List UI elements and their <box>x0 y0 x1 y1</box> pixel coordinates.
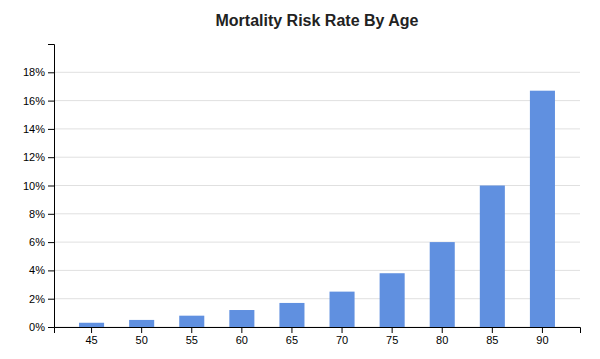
bar <box>229 310 254 327</box>
chart-svg: 0% 2% 4% 6% 8% 10% 12% 14% 16% 18% 45 50 55 60 65 70 75 8… <box>0 0 600 359</box>
x-tick: 90 <box>536 327 548 346</box>
x-tick: 85 <box>486 327 498 346</box>
bar <box>530 91 555 327</box>
grid-line <box>54 72 580 73</box>
tick-mark <box>442 327 443 333</box>
y-tick: 0% <box>29 321 54 333</box>
axis-line <box>55 328 581 334</box>
tick-mark <box>48 327 54 328</box>
y-tick: 2% <box>29 293 54 305</box>
y-tick: 12% <box>23 151 54 163</box>
tick-label: 55 <box>186 334 198 346</box>
bar <box>279 303 304 327</box>
tick-label: 50 <box>136 334 148 346</box>
tick-mark <box>48 242 54 243</box>
tick-label: 2% <box>29 293 45 305</box>
tick-label: 90 <box>536 334 548 346</box>
x-tick: 65 <box>286 327 298 346</box>
tick-label: 18% <box>23 66 45 78</box>
y-tick: 10% <box>23 180 54 192</box>
tick-mark <box>91 327 92 333</box>
y-tick: 8% <box>29 208 54 220</box>
bar <box>179 316 204 327</box>
y-tick: 16% <box>23 95 54 107</box>
grid-line <box>54 100 580 101</box>
x-tick: 70 <box>336 327 348 346</box>
chart-title: Mortality Risk Rate By Age <box>215 12 418 29</box>
x-tick: 80 <box>436 327 448 346</box>
tick-label: 80 <box>436 334 448 346</box>
tick-label: 4% <box>29 264 45 276</box>
y-tick: 14% <box>23 123 54 135</box>
tick-label: 45 <box>85 334 97 346</box>
y-axis: 0% 2% 4% 6% 8% 10% 12% 14% 16% 18% <box>23 45 55 334</box>
x-tick: 45 <box>85 327 97 346</box>
bar <box>380 273 405 327</box>
tick-mark <box>392 327 393 333</box>
tick-label: 8% <box>29 208 45 220</box>
tick-mark <box>48 129 54 130</box>
x-tick: 55 <box>186 327 198 346</box>
x-tick: 60 <box>236 327 248 346</box>
tick-label: 0% <box>29 321 45 333</box>
grid-line <box>54 128 580 129</box>
x-axis: 45 50 55 60 65 70 75 80 85 90 <box>55 327 581 346</box>
tick-label: 75 <box>386 334 398 346</box>
tick-label: 14% <box>23 123 45 135</box>
plot-area <box>79 91 555 327</box>
y-tick: 4% <box>29 264 54 276</box>
tick-mark <box>48 157 54 158</box>
tick-label: 60 <box>236 334 248 346</box>
tick-mark <box>48 214 54 215</box>
tick-label: 85 <box>486 334 498 346</box>
tick-mark <box>241 327 242 333</box>
y-tick: 6% <box>29 236 54 248</box>
tick-label: 10% <box>23 180 45 192</box>
tick-mark <box>48 270 54 271</box>
tick-mark <box>48 299 54 300</box>
bar <box>430 242 455 327</box>
tick-mark <box>492 327 493 333</box>
tick-label: 16% <box>23 95 45 107</box>
axis-line <box>48 45 55 328</box>
tick-label: 70 <box>336 334 348 346</box>
x-tick: 75 <box>386 327 398 346</box>
tick-label: 65 <box>286 334 298 346</box>
tick-mark <box>48 186 54 187</box>
tick-mark <box>291 327 292 333</box>
tick-mark <box>48 72 54 73</box>
bar <box>330 292 355 327</box>
tick-mark <box>342 327 343 333</box>
tick-mark <box>191 327 192 333</box>
grid <box>54 72 580 327</box>
tick-label: 12% <box>23 151 45 163</box>
bar <box>129 320 154 327</box>
y-tick: 18% <box>23 66 54 78</box>
tick-mark <box>141 327 142 333</box>
tick-mark <box>542 327 543 333</box>
bar <box>79 323 104 327</box>
tick-label: 6% <box>29 236 45 248</box>
x-tick: 50 <box>136 327 148 346</box>
grid-line <box>54 157 580 158</box>
tick-mark <box>48 101 54 102</box>
bar <box>480 186 505 328</box>
chart-container: 0% 2% 4% 6% 8% 10% 12% 14% 16% 18% 45 50 55 60 65 70 75 8… <box>0 0 600 359</box>
